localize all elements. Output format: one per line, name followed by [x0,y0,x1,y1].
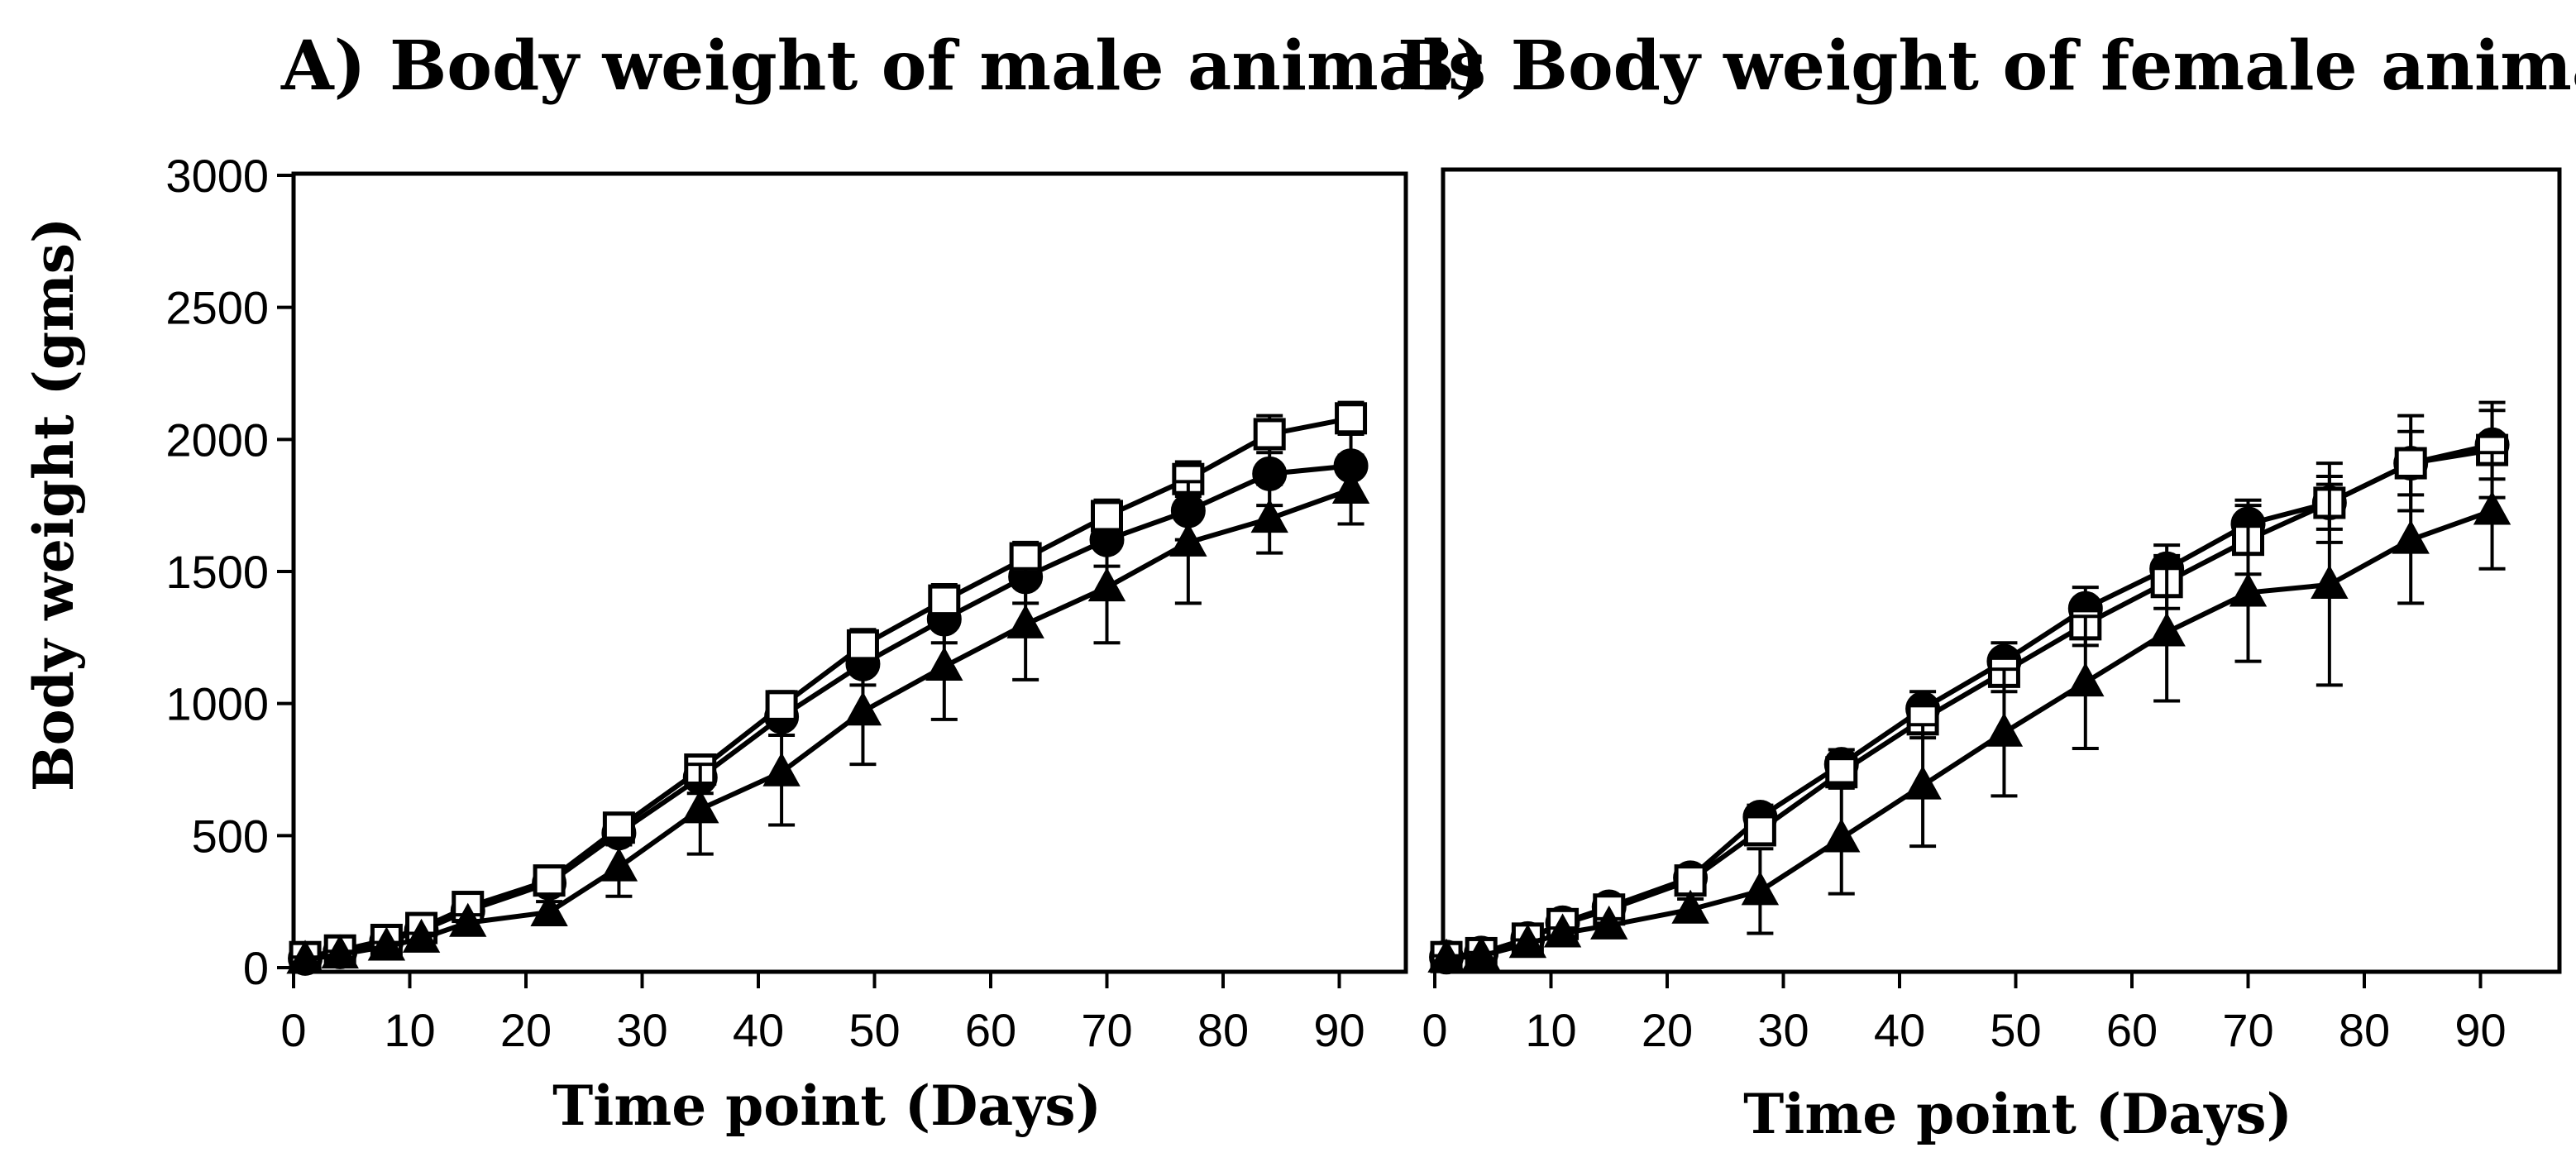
panel-a-plot-area [291,171,1408,974]
panel-a-triangle-marker [1169,522,1207,557]
panel-a-square-marker [765,690,798,723]
panel-a-y-tick-label: 2000 [165,414,269,466]
panel-a-title: A) Body weight of male animals [280,26,1486,106]
panel-a-triangle-marker [1087,567,1126,602]
panel-a-triangle-marker [286,940,324,974]
panel-a-square-marker [1253,418,1286,451]
panel-b-series-triangle-line [1446,508,2493,961]
panel-a-series-triangle-line [304,487,1352,963]
panel-a-triangle-marker [1250,499,1288,533]
panel-b-triangle-marker [1741,871,1780,906]
panel-a-x-tick-label: 60 [965,1004,1016,1056]
panel-a-square-marker [928,584,961,617]
panel-b-x-tick-label: 90 [2454,1004,2506,1056]
panel-a-y-tick-label: 2500 [165,282,269,334]
panel-b-plot-area [1441,167,2562,974]
panel-a-x-tick-label: 10 [384,1004,435,1056]
panel-a-x-axis-label: Time point (Days) [552,1074,1102,1138]
panel-a-triangle-marker [762,752,801,787]
panel-b-square-marker [2394,447,2427,480]
panel-a-y-tick-label: 1000 [165,678,269,730]
panel-a-square-marker [846,629,879,662]
panel-a-x-tick-label: 70 [1081,1004,1132,1056]
panel-a-x-tick-label: 0 [280,1004,306,1056]
panel-b-x-axis-label: Time point (Days) [1743,1082,2292,1146]
panel-b-x-tick-label: 60 [2106,1004,2158,1056]
panel-b-triangle-marker [1985,712,2024,747]
panel-a-triangle-marker [530,892,568,926]
panel-a-triangle-marker [321,934,359,969]
panel-b-square-marker [1743,814,1776,847]
panel-a-x-tick-label: 90 [1313,1004,1364,1056]
panel-a-triangle-marker [1006,604,1044,638]
panel-a-y-tick-label: 0 [243,942,269,994]
panel-b-triangle-marker [1508,924,1547,959]
panel-b-triangle-marker [1427,938,1465,973]
panel-b-x-tick-label: 20 [1642,1004,1693,1056]
y-axis-label: Body weight (gms) [22,218,86,791]
panel-a-square-marker [533,864,566,897]
panel-b-x-tick-label: 70 [2222,1004,2273,1056]
panel-b-x-tick-label: 80 [2339,1004,2390,1056]
panel-b-triangle-marker [2392,519,2430,554]
panel-a-x-tick-label: 40 [733,1004,784,1056]
panel-b-triangle-marker [1543,913,1582,948]
panel-b-x-tick-label: 40 [1874,1004,1925,1056]
panel-b-series-square-line [1446,447,2493,960]
panel-b-triangle-marker [2311,564,2349,599]
panel-a-triangle-marker [402,918,441,953]
panel-b-triangle-marker [2473,490,2511,525]
panel-a: 0 10 20 30 40 50 60 70 80 90 0 500 1000 1500 2000 2500 3… [165,150,1370,1056]
panel-a-y-tick-label: 3000 [165,150,269,202]
panel-a-triangle-marker [1331,469,1370,504]
panel-b-title: B) Body weight of female animals [1398,26,2576,106]
panel-a-x-tick-label: 80 [1197,1004,1249,1056]
panel-b-x-tick-label: 10 [1525,1004,1576,1056]
panel-b-triangle-marker [2229,572,2268,607]
panel-a-triangle-marker [449,902,487,937]
panel-a-y-tick-label: 500 [192,810,269,862]
panel-a-triangle-marker [844,691,882,726]
panel-b-triangle-marker [2067,662,2105,697]
panel-b-x-tick-label: 0 [1422,1004,1447,1056]
panel-a-triangle-marker [925,646,963,681]
panel-a-triangle-marker [367,926,406,961]
panel-a-square-marker [1091,500,1123,533]
panel-a-x-tick-label: 20 [500,1004,552,1056]
panel-b-triangle-marker [1904,765,1942,800]
panel-b-triangle-marker [2148,612,2186,647]
panel-b-x-tick-label: 30 [1757,1004,1809,1056]
panel-a-x-tick-label: 50 [848,1004,900,1056]
panel-a-y-tick-label: 1500 [165,546,269,598]
panel-b-triangle-marker [1590,905,1628,940]
panel-a-triangle-marker [600,847,638,882]
panel-b-triangle-marker [1462,935,1500,970]
panel-a-series-square-line [304,415,1352,960]
panel-a-square-marker [1335,402,1368,435]
panel-b-triangle-marker [1823,818,1861,853]
panel-a-triangle-marker [681,789,719,824]
panel-b-triangle-marker [1671,889,1709,924]
panel-b-x-tick-label: 50 [1990,1004,2041,1056]
panel-b: 0 10 20 30 40 50 60 70 80 90 [1422,400,2511,1056]
panel-a-x-tick-label: 30 [616,1004,667,1056]
